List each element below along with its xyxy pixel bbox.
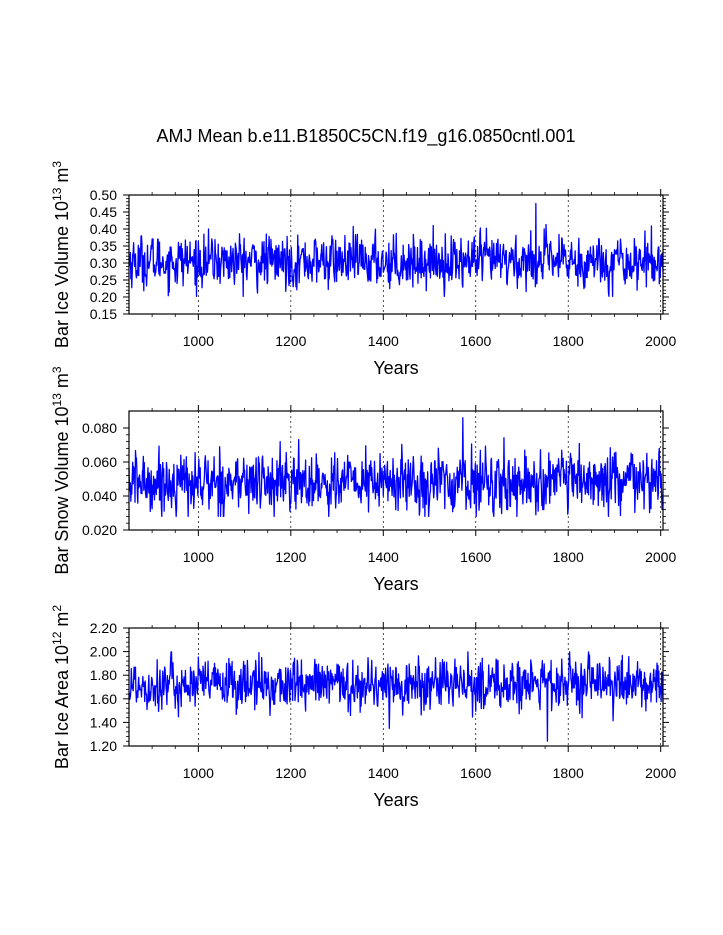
- x-tick-label: 1800: [553, 333, 584, 349]
- y-tick-label: 0.35: [90, 238, 117, 254]
- panels: 1000 1200 1400 1600 1800 2000 0.150.200.250.30…: [50, 161, 676, 810]
- x-tick-label: 1600: [460, 549, 491, 565]
- plot-frame: [128, 627, 664, 747]
- chart-panel-1: 1000 1200 1400 1600 1800 2000 0.150.200.250.30…: [50, 161, 676, 378]
- x-tick-label: 1600: [460, 333, 491, 349]
- x-tick-label: 1000: [183, 333, 214, 349]
- x-axis-title: Years: [373, 574, 418, 594]
- x-tick-label: 1000: [183, 549, 214, 565]
- y-tick-label: 0.060: [82, 454, 117, 470]
- x-tick-label: 1200: [275, 549, 306, 565]
- y-tick-label: 0.45: [90, 204, 117, 220]
- y-tick-label: 2.20: [90, 620, 117, 636]
- y-tick-label: 0.020: [82, 522, 117, 538]
- y-tick-label: 0.20: [90, 289, 117, 305]
- series-line: [128, 651, 664, 742]
- chart-panel-2: 1000 1200 1400 1600 1800 2000 0.020 0.040 0.060 0…: [50, 366, 676, 594]
- x-tick-label: 1800: [553, 549, 584, 565]
- x-tick-label: 1200: [275, 333, 306, 349]
- y-tick-label: 0.50: [90, 187, 117, 203]
- x-tick-label: 1400: [368, 549, 399, 565]
- y-tick-label: 1.40: [90, 714, 117, 730]
- y-tick-label: 0.25: [90, 272, 117, 288]
- x-tick-label: 2000: [645, 333, 676, 349]
- chart-panel-3: 1000 1200 1400 1600 1800 2000 1.20 1.40 1.60 1.80…: [50, 605, 676, 810]
- plot-frame: [128, 194, 664, 315]
- y-tick-label: 1.80: [90, 667, 117, 683]
- y-tick-label: 1.20: [90, 738, 117, 754]
- series-line: [128, 417, 664, 518]
- chart-title: AMJ Mean b.e11.B1850C5CN.f19_g16.0850cnt…: [157, 126, 576, 147]
- y-tick-label: 0.30: [90, 255, 117, 271]
- x-axis-title: Years: [373, 790, 418, 810]
- y-tick-label: 0.40: [90, 221, 117, 237]
- x-tick-label: 2000: [645, 549, 676, 565]
- y-axis-title: Bar Ice Area 1012 m2: [50, 605, 72, 769]
- x-tick-label: 1400: [368, 333, 399, 349]
- y-axis-title: Bar Snow Volume 1013 m3: [50, 366, 72, 574]
- y-tick-label: 0.040: [82, 488, 117, 504]
- y-tick-label: 1.60: [90, 691, 117, 707]
- x-tick-label: 1000: [183, 765, 214, 781]
- x-axis-title: Years: [373, 358, 418, 378]
- x-tick-label: 1600: [460, 765, 491, 781]
- y-tick-label: 2.00: [90, 644, 117, 660]
- series-line: [128, 202, 664, 297]
- y-tick-label: 0.15: [90, 306, 117, 322]
- x-tick-label: 1800: [553, 765, 584, 781]
- y-tick-label: 0.080: [82, 420, 117, 436]
- x-tick-label: 1400: [368, 765, 399, 781]
- plot-frame: [128, 410, 664, 531]
- x-tick-label: 2000: [645, 765, 676, 781]
- y-axis-title: Bar Ice Volume 1013 m3: [50, 161, 72, 348]
- x-tick-label: 1200: [275, 765, 306, 781]
